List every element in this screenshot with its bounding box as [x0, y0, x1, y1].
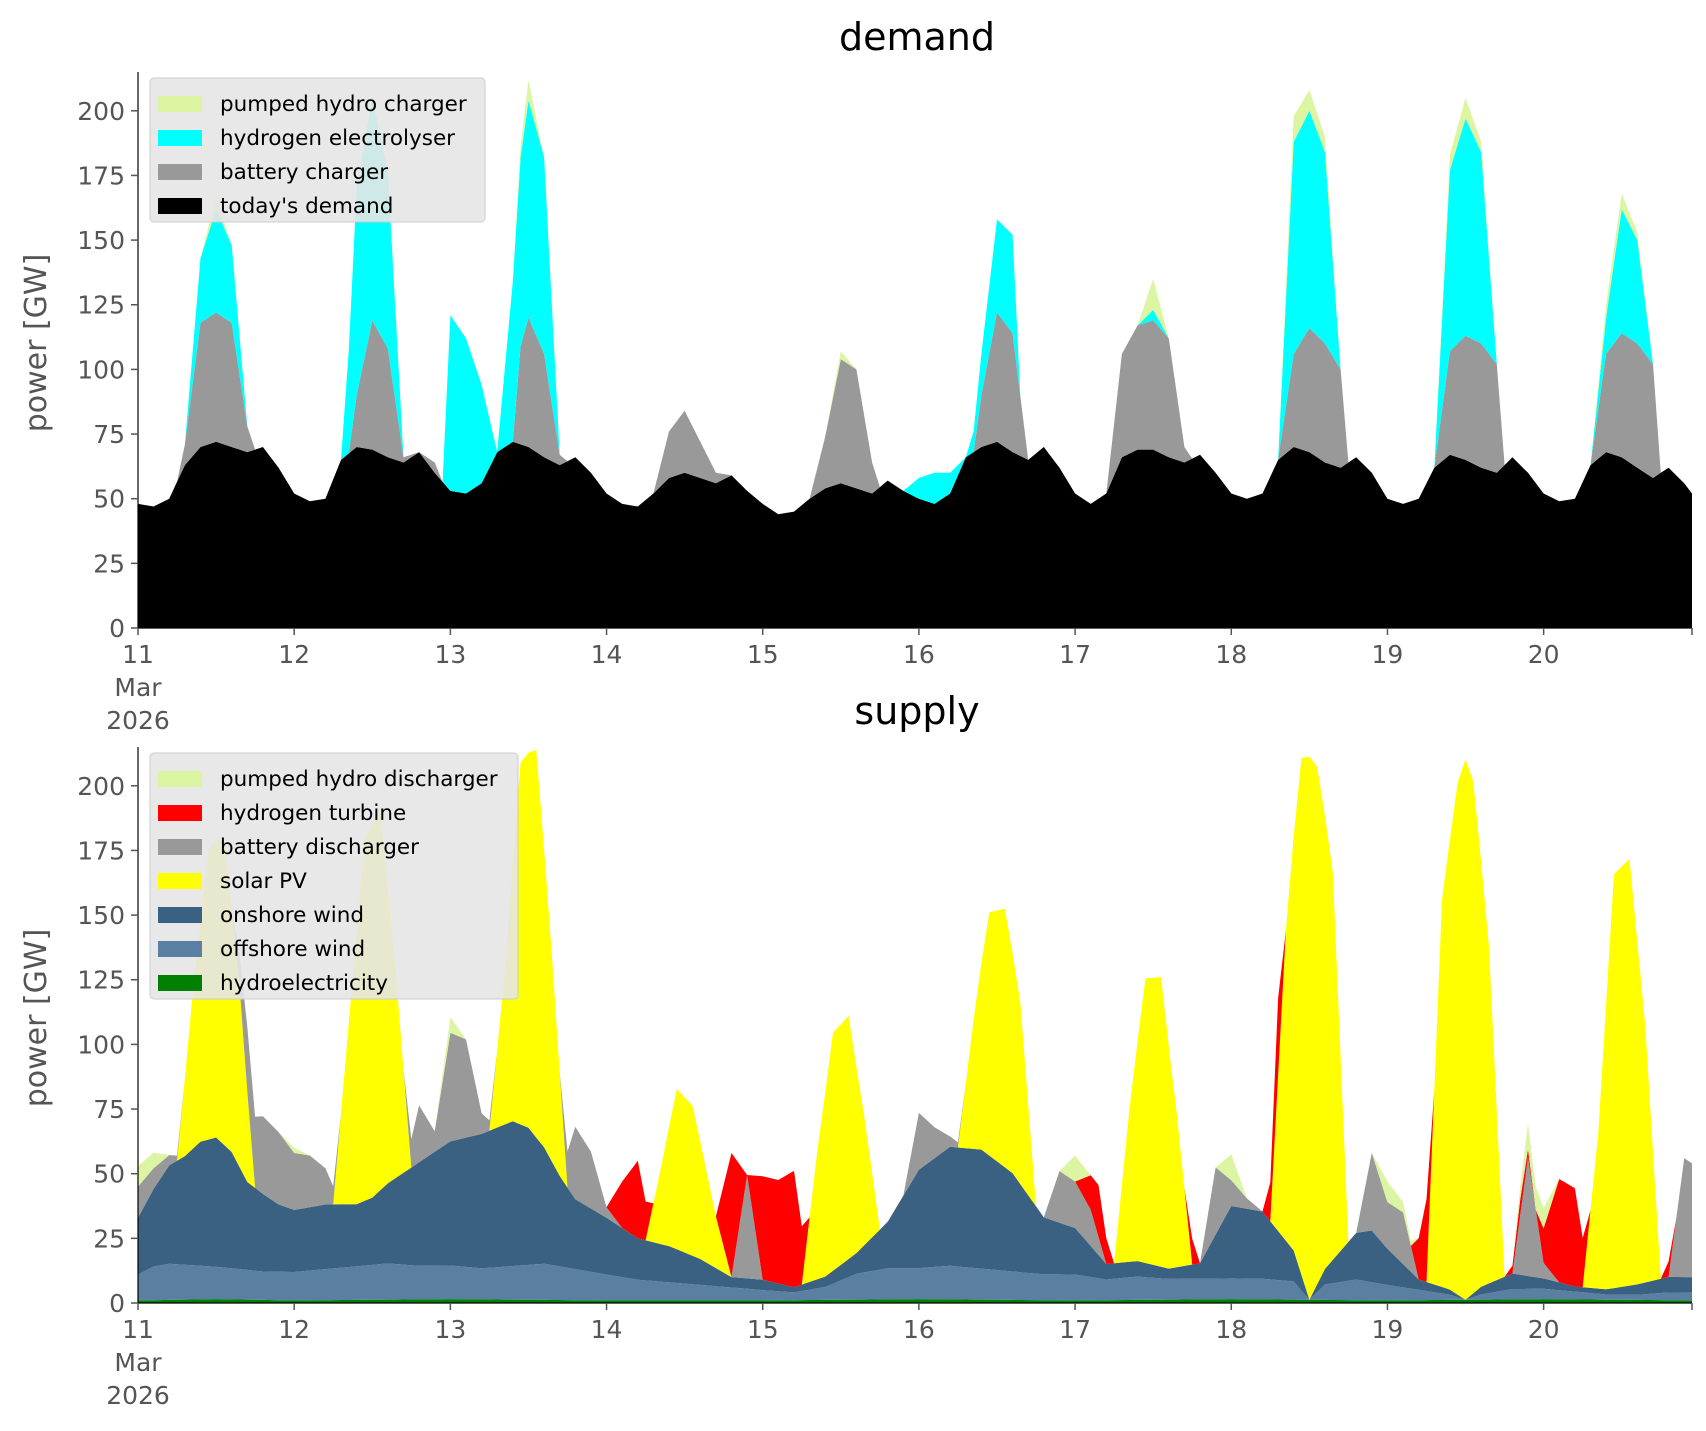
demand-areas — [138, 79, 1692, 628]
legend-swatch-hydrogen-electrolyser — [158, 130, 202, 146]
legend-swatch-battery-charger — [158, 164, 202, 180]
y-tick-label: 25 — [93, 549, 125, 578]
legend-box — [149, 77, 486, 223]
x-tick-label: 16 — [903, 1315, 935, 1344]
y-tick-label: 175 — [77, 161, 125, 190]
x-tick-label: 17 — [1059, 1315, 1091, 1344]
legend-swatch-onshore-wind — [158, 907, 202, 923]
area-battery-charger — [138, 312, 1692, 515]
x-tick-label: 13 — [434, 1315, 466, 1344]
x-tick-label: 15 — [747, 640, 779, 669]
x-tick-label: 12 — [278, 640, 310, 669]
legend-label-pumped-hydro-discharger: pumped hydro discharger — [220, 767, 498, 792]
legend-swatch-today-s-demand — [158, 198, 202, 214]
y-tick-label: 175 — [77, 836, 125, 865]
y-tick-label: 0 — [109, 1289, 125, 1318]
y-tick-label: 125 — [77, 966, 125, 995]
x-tick-label: 13 — [434, 640, 466, 669]
x-tick-label: 12 — [278, 1315, 310, 1344]
area-today-s-demand — [138, 441, 1692, 628]
x-tick-label: 19 — [1372, 640, 1404, 669]
x-tick-label: 11 Mar 2026 — [106, 640, 170, 735]
y-tick-label: 25 — [93, 1224, 125, 1253]
y-tick-label: 200 — [77, 772, 125, 801]
demand-title: demand — [839, 15, 995, 59]
y-tick-label: 100 — [77, 355, 125, 384]
legend-label-battery-discharger: battery discharger — [220, 835, 419, 860]
y-tick-label: 50 — [93, 1160, 125, 1189]
y-tick-label: 100 — [77, 1030, 125, 1059]
y-tick-label: 75 — [93, 1095, 125, 1124]
legend-label-solar-pv: solar PV — [220, 869, 307, 894]
legend-swatch-solar-pv — [158, 873, 202, 889]
x-tick-label: 19 — [1372, 1315, 1404, 1344]
legend-swatch-battery-discharger — [158, 839, 202, 855]
legend-label-battery-charger: battery charger — [220, 160, 388, 185]
legend-swatch-hydroelectricity — [158, 975, 202, 991]
x-tick-label: 11 Mar 2026 — [106, 1315, 170, 1410]
legend-box — [149, 752, 519, 1000]
supply-panel: supply power [GW] 0 25 50 75 100 125 150 175 200… — [19, 689, 1693, 1410]
legend-swatch-pumped-hydro-discharger — [158, 771, 202, 787]
legend-label-offshore-wind: offshore wind — [220, 937, 365, 962]
area-onshore-wind — [138, 1121, 1692, 1300]
y-tick-label: 125 — [77, 291, 125, 320]
y-tick-label: 0 — [109, 614, 125, 643]
demand-legend: pumped hydro charger hydrogen electrolyse… — [149, 77, 486, 223]
area-solar-pv — [138, 749, 1692, 1300]
area-hydrogen-electrolyser — [138, 97, 1692, 515]
demand-ylabel: power [GW] — [19, 254, 54, 433]
x-tick-label: 20 — [1528, 640, 1560, 669]
supply-axes: 0 25 50 75 100 125 150 175 200 11 Mar 2026 12 13 14 15 1… — [77, 747, 1693, 1410]
x-tick-label: 14 — [591, 1315, 623, 1344]
supply-legend: pumped hydro discharger hydrogen turbine b… — [149, 752, 519, 1000]
x-tick-label: 17 — [1059, 640, 1091, 669]
area-hydroelectricity — [138, 1299, 1692, 1303]
legend-label-today-s-demand: today's demand — [220, 194, 393, 219]
x-tick-label: 20 — [1528, 1315, 1560, 1344]
x-tick-label: 18 — [1215, 640, 1247, 669]
area-offshore-wind — [138, 1263, 1692, 1301]
demand-axes: 0 25 50 75 100 125 150 175 200 11 Mar 2026 12 13 14 15 1… — [77, 72, 1693, 735]
legend-label-onshore-wind: onshore wind — [220, 903, 364, 928]
y-tick-label: 50 — [93, 485, 125, 514]
x-tick-label: 14 — [591, 640, 623, 669]
legend-swatch-hydrogen-turbine — [158, 805, 202, 821]
legend-swatch-pumped-hydro-charger — [158, 96, 202, 112]
y-tick-label: 75 — [93, 420, 125, 449]
demand-panel: demand power [GW] 0 25 50 75 100 125 150 175 200… — [19, 15, 1693, 735]
y-tick-label: 150 — [77, 226, 125, 255]
legend-label-hydroelectricity: hydroelectricity — [220, 971, 388, 996]
y-tick-label: 150 — [77, 901, 125, 930]
x-tick-label: 18 — [1215, 1315, 1247, 1344]
y-tick-label: 200 — [77, 97, 125, 126]
supply-areas — [138, 749, 1692, 1303]
legend-swatch-offshore-wind — [158, 941, 202, 957]
area-battery-discharger — [138, 749, 1692, 1288]
legend-label-hydrogen-turbine: hydrogen turbine — [220, 801, 406, 826]
legend-label-hydrogen-electrolyser: hydrogen electrolyser — [220, 126, 455, 151]
legend-label-pumped-hydro-charger: pumped hydro charger — [220, 92, 467, 117]
supply-ylabel: power [GW] — [19, 929, 54, 1108]
x-tick-label: 16 — [903, 640, 935, 669]
x-tick-label: 15 — [747, 1315, 779, 1344]
supply-title: supply — [854, 689, 979, 733]
